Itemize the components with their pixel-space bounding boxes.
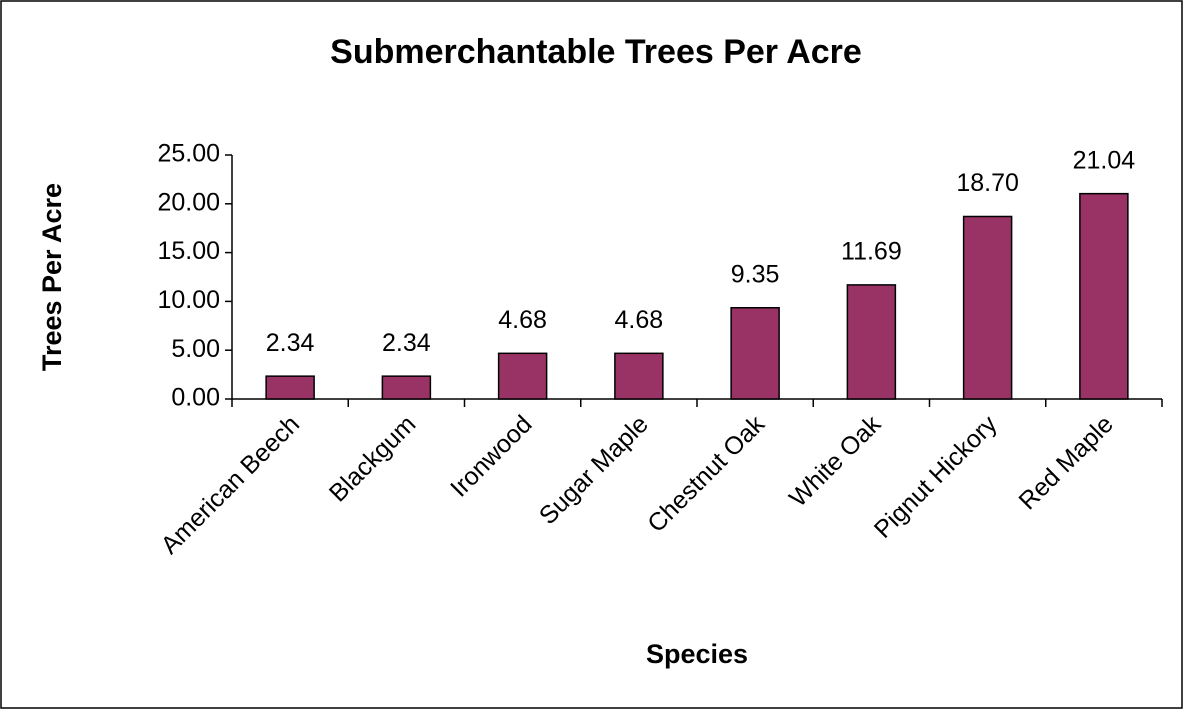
data-label: 2.34 (266, 329, 315, 357)
bar (497, 352, 548, 400)
bar (962, 215, 1013, 400)
y-tick-label: 5.00 (171, 335, 220, 363)
bar (1079, 192, 1129, 400)
y-tick-label: 15.00 (157, 237, 220, 265)
data-label: 11.69 (841, 238, 902, 266)
y-tick-label: 20.00 (157, 188, 220, 216)
data-label: 18.70 (956, 169, 1019, 197)
bar (846, 284, 897, 400)
y-axis-label: Trees Per Acre (37, 183, 67, 371)
y-tick-label: 0.00 (171, 384, 220, 412)
bar (381, 375, 432, 400)
data-label: 9.35 (731, 260, 780, 288)
bar (265, 375, 315, 400)
bar (614, 352, 664, 400)
data-label: 4.68 (498, 306, 547, 334)
y-tick-label: 25.00 (157, 140, 220, 168)
data-label: 21.04 (1073, 146, 1136, 174)
data-label: 4.68 (615, 306, 664, 334)
x-axis-label: Species (646, 639, 748, 669)
bar (730, 306, 780, 400)
chart-title: Submerchantable Trees Per Acre (330, 33, 862, 71)
y-tick-label: 10.00 (157, 286, 220, 314)
data-label: 2.34 (382, 329, 431, 357)
